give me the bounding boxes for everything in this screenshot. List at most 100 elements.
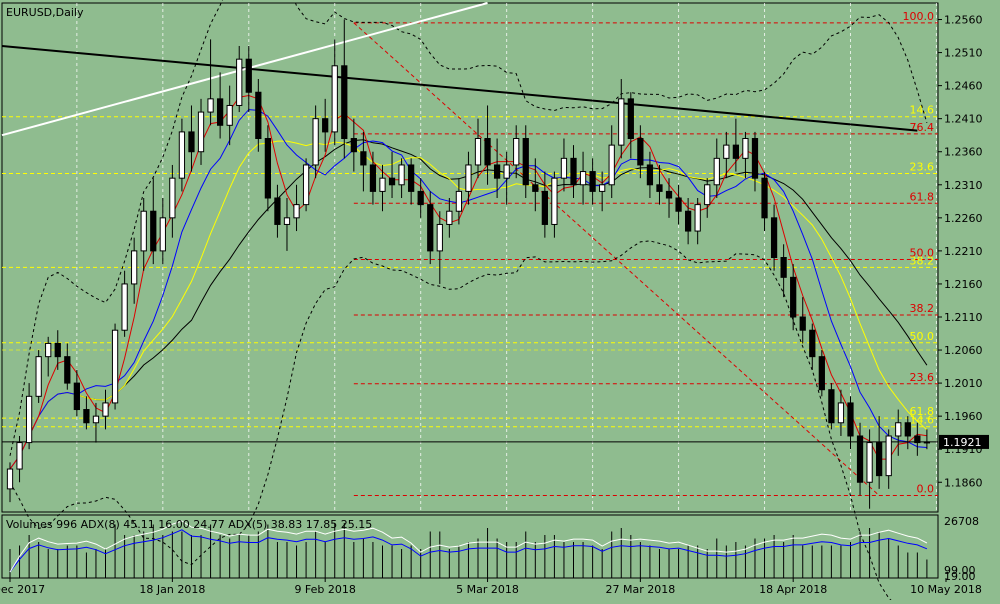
candle-bear — [484, 138, 491, 166]
current-price-box — [939, 434, 989, 449]
candle-bull — [92, 415, 100, 424]
candle-bull — [465, 164, 472, 192]
price-tick-label: 1.2460 — [944, 80, 983, 93]
candle-bear — [828, 389, 835, 424]
candle-bear — [570, 157, 577, 186]
candle-bear — [188, 131, 195, 153]
candle-bull — [312, 118, 319, 166]
fib-red-label: 61.8 — [910, 190, 935, 203]
candle-bear — [150, 210, 157, 252]
candle-bull — [866, 442, 873, 483]
candle-bear — [761, 177, 768, 219]
sub-tick-label: 99.00 — [944, 564, 976, 577]
resistance-trendline — [1, 44, 918, 132]
candle-bull — [446, 210, 453, 225]
candle-bear — [856, 435, 864, 483]
fib-yellow-label: 14.6 — [910, 104, 935, 117]
candle-bull — [6, 468, 14, 490]
price-tick-label: 1.2010 — [944, 377, 983, 390]
candle-bull — [178, 131, 186, 179]
price-axis: 1.2560 1.2510 1.2460 1.2410 1.2360 1.2310 1.22… — [938, 14, 989, 489]
trendlines — [1, 2, 938, 443]
time-tick-label: 27 Mar 2018 — [605, 583, 675, 596]
fib-yellow-label: 50.0 — [910, 330, 935, 343]
candle-bull — [895, 422, 902, 437]
price-tick-label: 1.2310 — [944, 179, 983, 192]
candle-bull — [579, 171, 587, 186]
candle-bear — [780, 257, 787, 278]
candle-bull — [102, 402, 109, 417]
candle-bull — [140, 210, 147, 252]
candle-bull — [45, 342, 52, 358]
candle-bear — [73, 382, 80, 411]
fib-red-label: 38.2 — [910, 302, 935, 315]
candle-bull — [837, 402, 845, 424]
candle-bull — [302, 164, 310, 206]
candle-bull — [16, 442, 23, 470]
time-tick-label: 9 Feb 2018 — [294, 583, 355, 596]
candle-bull — [618, 98, 625, 146]
fib-yellow-label: 14.6 — [910, 414, 935, 427]
candle-bull — [560, 157, 568, 179]
time-tick-label: 18 Jan 2018 — [139, 583, 205, 596]
candle-bull — [713, 157, 720, 186]
time-tick-label: 10 May 2018 — [910, 583, 982, 596]
bollinger-lower — [9, 240, 896, 604]
price-tick-label: 1.2060 — [944, 344, 983, 357]
candle-bull — [379, 177, 386, 192]
candles — [6, 19, 931, 509]
sub-panel-frame — [1, 514, 939, 579]
chart-title: EURUSD,Daily — [6, 6, 84, 19]
candle-bear — [388, 177, 396, 186]
candle-bear — [770, 217, 778, 258]
candle-bear — [532, 184, 539, 192]
candle-bear — [818, 356, 825, 391]
candle-bull — [398, 164, 405, 186]
candle-bear — [914, 435, 921, 444]
adx-signal-line — [9, 520, 928, 573]
candle-bull — [331, 65, 338, 133]
candle-bear — [54, 342, 61, 358]
candle-bear — [684, 210, 692, 232]
candle-bear — [589, 171, 596, 192]
fib-anchor-line — [353, 22, 880, 496]
candle-bear — [809, 329, 816, 358]
fib-yellow-label: 38.2 — [910, 254, 935, 267]
candle-bull — [474, 138, 482, 166]
candle-bull — [121, 283, 128, 331]
candle-bull — [131, 250, 138, 285]
candle-bear — [637, 138, 644, 166]
candle-bear — [322, 118, 329, 133]
candle-bull — [226, 104, 233, 126]
price-tick-label: 1.2360 — [944, 146, 983, 159]
candle-bull — [923, 441, 931, 444]
candle-bull — [283, 217, 291, 225]
candle-bull — [169, 177, 176, 219]
candle-bull — [608, 144, 615, 186]
price-tick-label: 1.2110 — [944, 311, 983, 324]
sub-tick-label: 19.00 — [944, 570, 976, 583]
fib-red-label: 76.4 — [910, 121, 935, 134]
support-trendline — [1, 2, 488, 137]
price-tick-label: 1.1960 — [944, 410, 983, 423]
fib-yellow-label: 23.6 — [910, 161, 935, 174]
bollinger-bands — [9, 0, 928, 604]
candle-bear — [341, 65, 348, 140]
candle-bear — [493, 164, 501, 179]
candle-bear — [83, 409, 90, 424]
candle-bear — [876, 442, 883, 477]
candle-bear — [790, 276, 797, 318]
candle-bear — [216, 98, 224, 126]
price-tick-label: 1.2160 — [944, 278, 983, 291]
time-tick-label: 18 Apr 2018 — [759, 583, 827, 596]
fib-red-label: 23.6 — [910, 371, 935, 384]
grid — [76, 3, 937, 512]
candle-bear — [646, 164, 654, 186]
candle-bull — [236, 58, 243, 106]
candle-bear — [255, 91, 262, 140]
candle-bear — [627, 98, 634, 140]
time-axis: 26 Dec 2017 18 Jan 2018 9 Feb 2018 5 Mar 20… — [0, 578, 982, 596]
candle-bear — [522, 138, 529, 186]
subwindow-label: Volumes 996 ADX(8) 45.11 16.00 24.77 ADX… — [6, 518, 372, 531]
